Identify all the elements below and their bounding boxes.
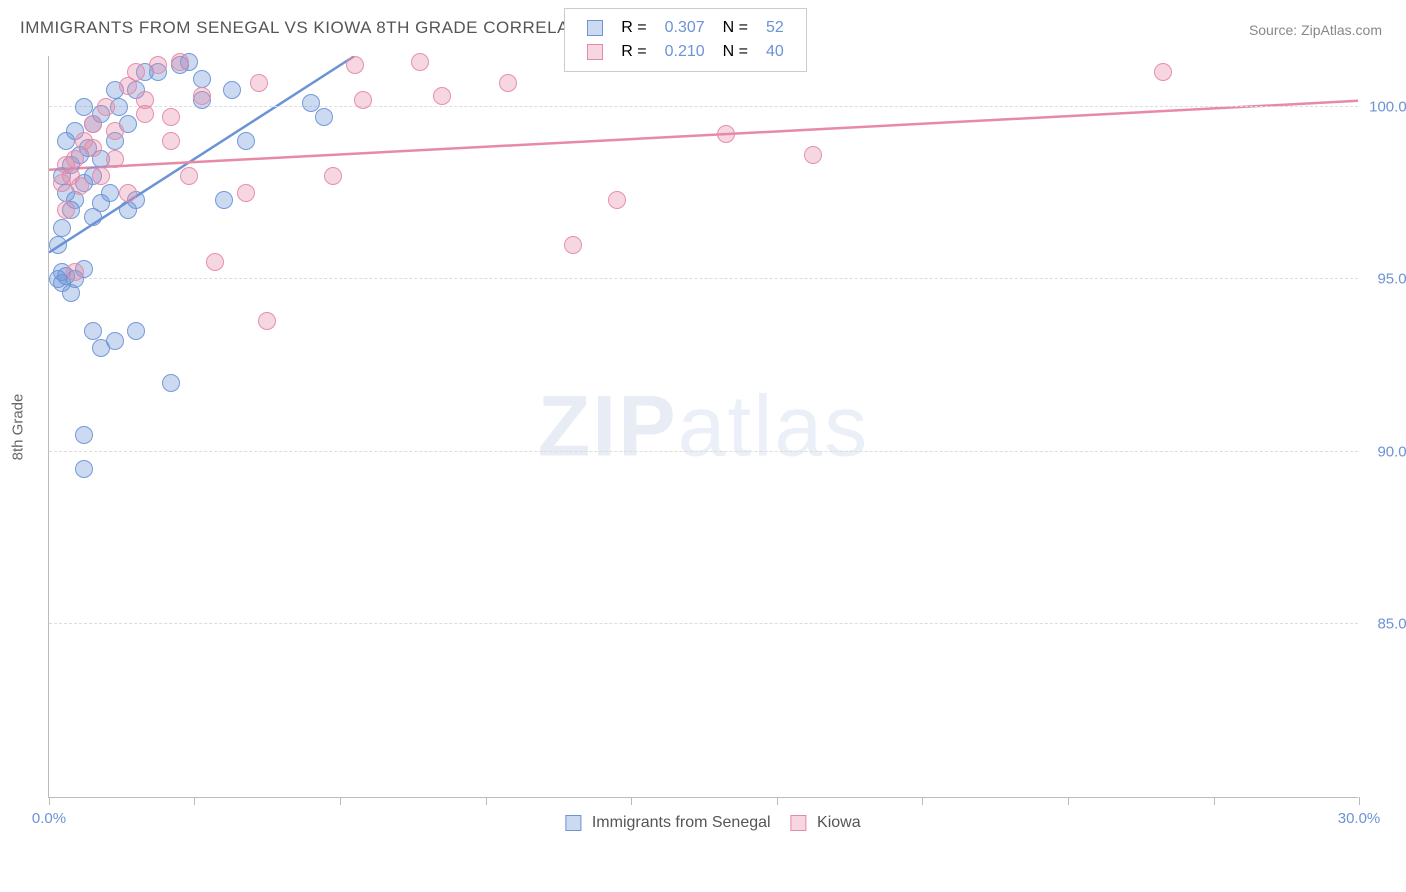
data-point-senegal	[75, 98, 93, 116]
data-point-kiowa	[804, 146, 822, 164]
source-label: Source: ZipAtlas.com	[1249, 22, 1382, 38]
chart-container: IMMIGRANTS FROM SENEGAL VS KIOWA 8TH GRA…	[0, 0, 1406, 892]
data-point-kiowa	[237, 184, 255, 202]
data-point-kiowa	[66, 150, 84, 168]
x-tick	[1359, 797, 1360, 805]
data-point-senegal	[84, 322, 102, 340]
y-tick-label: 90.0%	[1377, 443, 1406, 460]
legend-swatch-senegal	[565, 815, 581, 831]
data-point-senegal	[223, 81, 241, 99]
y-tick-label: 95.0%	[1377, 271, 1406, 288]
y-tick-label: 85.0%	[1377, 616, 1406, 633]
gridline	[49, 278, 1358, 279]
legend-swatch-kiowa	[791, 815, 807, 831]
data-point-kiowa	[66, 263, 84, 281]
data-point-kiowa	[106, 150, 124, 168]
y-tick-label: 100.0%	[1369, 98, 1406, 115]
data-point-kiowa	[84, 115, 102, 133]
data-point-kiowa	[84, 139, 102, 157]
data-point-kiowa	[324, 167, 342, 185]
data-point-kiowa	[608, 191, 626, 209]
data-point-senegal	[106, 332, 124, 350]
data-point-kiowa	[250, 74, 268, 92]
data-point-kiowa	[354, 91, 372, 109]
data-point-kiowa	[162, 132, 180, 150]
data-point-kiowa	[180, 167, 198, 185]
watermark: ZIPatlas	[538, 377, 869, 476]
legend-label-kiowa: Kiowa	[817, 814, 861, 831]
data-point-kiowa	[162, 108, 180, 126]
x-tick-label: 30.0%	[1338, 810, 1381, 827]
data-point-kiowa	[119, 184, 137, 202]
data-point-kiowa	[346, 56, 364, 74]
x-tick	[49, 797, 50, 805]
y-axis-title: 8th Grade	[10, 394, 27, 461]
gridline	[49, 623, 1358, 624]
data-point-kiowa	[564, 236, 582, 254]
x-tick	[1214, 797, 1215, 805]
data-point-kiowa	[127, 63, 145, 81]
data-point-senegal	[49, 236, 67, 254]
data-point-kiowa	[193, 87, 211, 105]
data-point-kiowa	[97, 98, 115, 116]
data-point-senegal	[237, 132, 255, 150]
data-point-kiowa	[92, 167, 110, 185]
x-tick	[1068, 797, 1069, 805]
legend-bottom: Immigrants from Senegal Kiowa	[545, 814, 860, 832]
data-point-kiowa	[206, 253, 224, 271]
x-tick	[340, 797, 341, 805]
data-point-senegal	[193, 70, 211, 88]
gridline	[49, 451, 1358, 452]
data-point-senegal	[215, 191, 233, 209]
data-point-senegal	[53, 219, 71, 237]
data-point-senegal	[62, 284, 80, 302]
x-tick	[777, 797, 778, 805]
plot-area: 8th Grade ZIPatlas 85.0%90.0%95.0%100.0%…	[48, 56, 1358, 798]
trend-lines	[49, 56, 1358, 797]
data-point-kiowa	[499, 74, 517, 92]
data-point-kiowa	[149, 56, 167, 74]
data-point-senegal	[75, 426, 93, 444]
data-point-senegal	[315, 108, 333, 126]
x-tick	[486, 797, 487, 805]
gridline	[49, 106, 1358, 107]
data-point-kiowa	[106, 122, 124, 140]
x-tick	[631, 797, 632, 805]
data-point-senegal	[127, 322, 145, 340]
data-point-kiowa	[136, 91, 154, 109]
data-point-kiowa	[1154, 63, 1172, 81]
data-point-kiowa	[433, 87, 451, 105]
x-tick-label: 0.0%	[32, 810, 66, 827]
legend-label-senegal: Immigrants from Senegal	[592, 814, 771, 831]
data-point-senegal	[75, 460, 93, 478]
x-tick	[922, 797, 923, 805]
data-point-kiowa	[57, 201, 75, 219]
data-point-kiowa	[411, 53, 429, 71]
data-point-kiowa	[171, 53, 189, 71]
data-point-senegal	[162, 374, 180, 392]
data-point-kiowa	[71, 177, 89, 195]
data-point-kiowa	[258, 312, 276, 330]
stats-legend: R =0.307N =52R =0.210N =40	[564, 8, 807, 72]
data-point-kiowa	[717, 125, 735, 143]
x-tick	[194, 797, 195, 805]
data-point-senegal	[101, 184, 119, 202]
